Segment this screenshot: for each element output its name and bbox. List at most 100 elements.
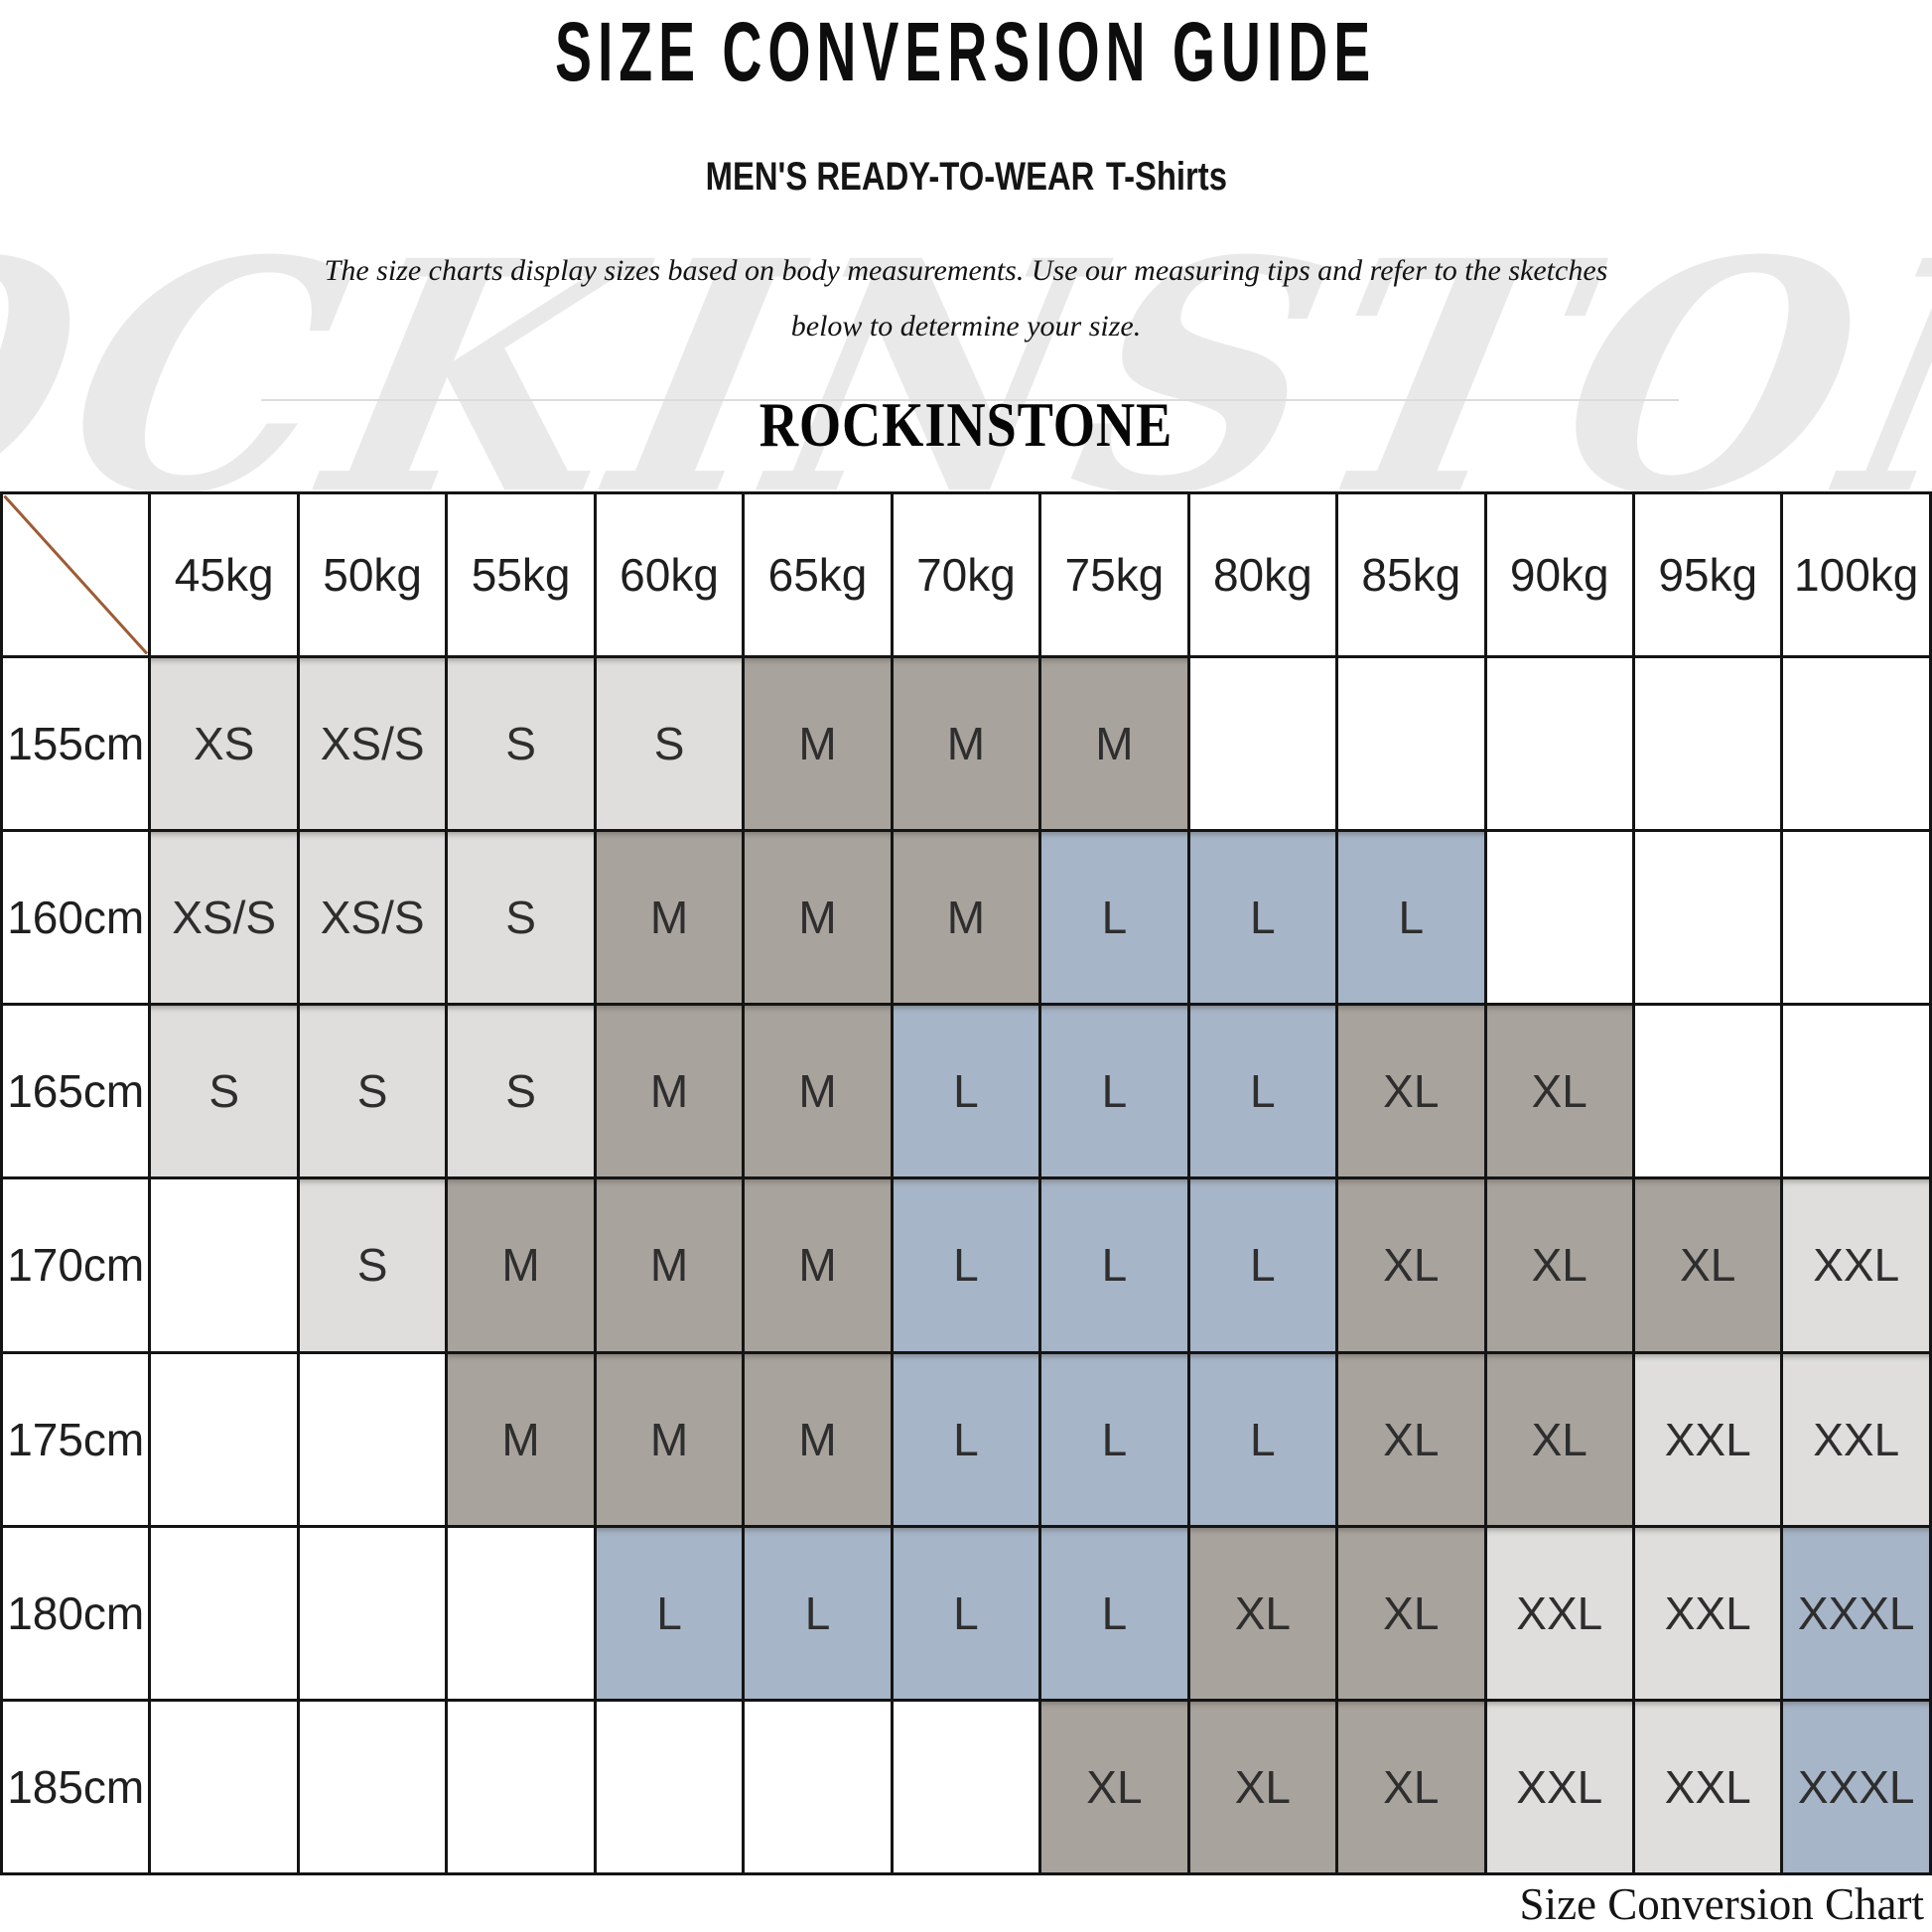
size-cell-empty [148,1350,300,1528]
size-cell-empty [1186,654,1339,833]
size-cell-m: M [593,1003,746,1180]
description-line-1: The size charts display sizes based on b… [324,254,1608,287]
size-cell-empty [445,1698,597,1876]
size-cell-m: M [445,1350,597,1528]
size-cell-empty [445,1524,597,1702]
size-cell-l: L [1186,1176,1339,1354]
size-cell-m: M [742,1350,894,1528]
page-title: SIZE CONVERSION GUIDE [555,5,1377,98]
weight-column-header: 60kg [593,491,746,658]
height-row-header: 180cm [0,1524,152,1702]
weight-column-header: 70kg [890,491,1042,658]
size-cell-xl: XL [1335,1524,1487,1702]
page-subtitle: MEN'S READY-TO-WEAR T-Shirts [705,155,1226,200]
size-cell-xxl: XXL [1631,1350,1784,1528]
size-cell-xxl: XXL [1483,1524,1635,1702]
subtitle-category: MEN'S READY-TO-WEAR [705,155,1095,199]
size-cell-xl: XL [1186,1698,1339,1876]
weight-column-header: 100kg [1780,491,1932,658]
size-cell-xxxl: XXXL [1780,1698,1932,1876]
size-cell-xxl: XXL [1780,1350,1932,1528]
size-cell-l: L [742,1524,894,1702]
size-cell-s: S [593,654,746,833]
size-cell-empty [1780,829,1932,1007]
chart-caption: Size Conversion Chart [1519,1879,1924,1929]
size-cell-xxxl: XXXL [1780,1524,1932,1702]
size-cell-xl: XL [1186,1524,1339,1702]
size-cell-s: S [148,1003,300,1180]
size-cell-empty [1780,654,1932,833]
size-cell-l: L [1038,1176,1190,1354]
size-cell-l: L [1038,1003,1190,1180]
size-cell-m: M [593,829,746,1007]
size-cell-empty [148,1524,300,1702]
weight-column-header: 55kg [445,491,597,658]
height-row-header: 185cm [0,1698,152,1876]
size-cell-empty [742,1698,894,1876]
size-cell-xxl: XXL [1483,1698,1635,1876]
size-cell-xl: XL [1483,1350,1635,1528]
weight-column-header: 75kg [1038,491,1190,658]
size-cell-empty [1780,1003,1932,1180]
size-cell-xl: XL [1483,1176,1635,1354]
brand-name: ROCKINSTONE [759,389,1173,460]
size-cell-xs-s: XS/S [148,829,300,1007]
size-cell-l: L [890,1176,1042,1354]
size-cell-empty [1631,654,1784,833]
divider-line [261,399,1679,401]
size-cell-s: S [445,1003,597,1180]
size-cell-m: M [593,1176,746,1354]
size-cell-m: M [742,1176,894,1354]
size-cell-empty [890,1698,1042,1876]
size-cell-empty [148,1176,300,1354]
weight-column-header: 45kg [148,491,300,658]
diagonal-line-icon [3,494,148,655]
size-cell-xxl: XXL [1780,1176,1932,1354]
size-cell-xl: XL [1335,1003,1487,1180]
weight-column-header: 80kg [1186,491,1339,658]
subtitle-row: MEN'S READY-TO-WEAR T-Shirts [0,155,1932,200]
size-cell-l: L [1038,1524,1190,1702]
height-row-header: 170cm [0,1176,152,1354]
size-cell-empty [296,1698,449,1876]
size-cell-xxl: XXL [1631,1524,1784,1702]
size-cell-s: S [296,1003,449,1180]
height-row-header: 175cm [0,1350,152,1528]
size-cell-m: M [742,654,894,833]
size-cell-empty [296,1524,449,1702]
size-cell-l: L [1038,1350,1190,1528]
size-cell-s: S [296,1176,449,1354]
size-cell-xs-s: XS/S [296,829,449,1007]
size-cell-xl: XL [1335,1350,1487,1528]
size-cell-xs: XS [148,654,300,833]
size-cell-l: L [1186,829,1339,1007]
size-cell-xl: XL [1335,1698,1487,1876]
size-cell-l: L [890,1003,1042,1180]
size-cell-m: M [890,654,1042,833]
size-cell-empty [1483,654,1635,833]
size-cell-xl: XL [1483,1003,1635,1180]
height-row-header: 165cm [0,1003,152,1180]
description-line-2: below to determine your size. [790,310,1142,343]
size-cell-m: M [742,829,894,1007]
size-cell-xxl: XXL [1631,1698,1784,1876]
size-cell-empty [593,1698,746,1876]
weight-column-header: 90kg [1483,491,1635,658]
size-cell-xs-s: XS/S [296,654,449,833]
weight-column-header: 85kg [1335,491,1487,658]
size-cell-l: L [593,1524,746,1702]
size-cell-empty [296,1350,449,1528]
size-cell-xl: XL [1335,1176,1487,1354]
height-row-header: 160cm [0,829,152,1007]
size-cell-m: M [593,1350,746,1528]
size-cell-m: M [890,829,1042,1007]
size-cell-l: L [1038,829,1190,1007]
weight-column-header: 95kg [1631,491,1784,658]
size-cell-m: M [1038,654,1190,833]
size-cell-l: L [890,1350,1042,1528]
size-cell-empty [1631,829,1784,1007]
size-cell-s: S [445,829,597,1007]
table-corner-cell [0,491,152,658]
weight-column-header: 50kg [296,491,449,658]
